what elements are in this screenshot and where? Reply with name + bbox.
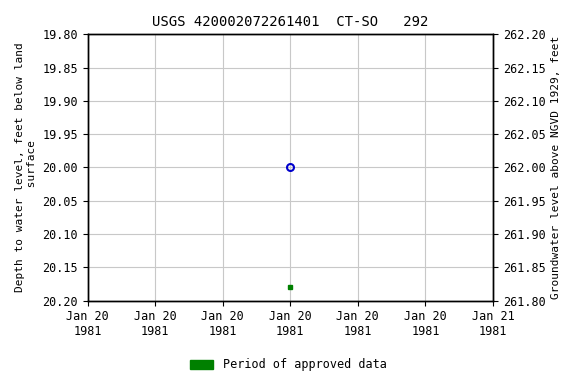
Y-axis label: Groundwater level above NGVD 1929, feet: Groundwater level above NGVD 1929, feet	[551, 36, 561, 299]
Title: USGS 420002072261401  CT-SO   292: USGS 420002072261401 CT-SO 292	[152, 15, 429, 29]
Y-axis label: Depth to water level, feet below land
 surface: Depth to water level, feet below land su…	[15, 43, 37, 292]
Legend: Period of approved data: Period of approved data	[185, 354, 391, 376]
